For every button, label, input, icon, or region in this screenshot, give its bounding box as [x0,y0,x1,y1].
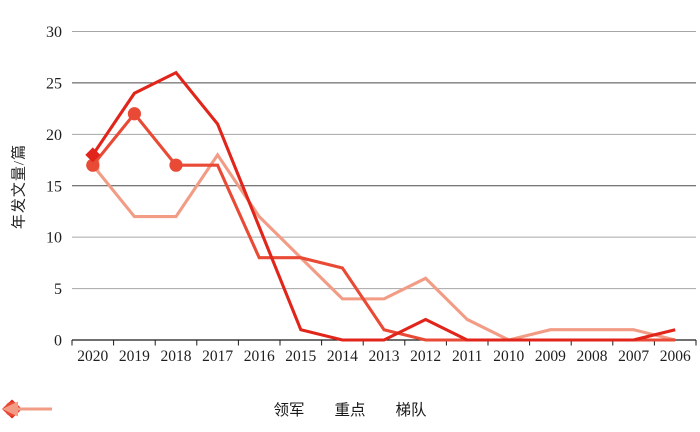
x-tick-labels: 2020 2019 2018 2017 2016 2015 2014 2013 2012 2011… [77,348,691,365]
y-tick-label-10: 10 [46,230,62,247]
legend-item-tidui: 梯队 [2,398,427,420]
x-tick-label-2019: 2019 [119,348,150,365]
x-tick-label-2018: 2018 [161,348,192,365]
y-tick-label-5: 5 [54,281,62,298]
y-tick-labels: 0 5 10 15 20 25 30 [46,24,62,350]
y-tick-label-25: 25 [46,75,62,92]
series-line-zhongdian [91,111,676,342]
series-marker-zhongdian [127,107,141,121]
gridlines [72,31,696,290]
series-marker-zhongdian [169,158,183,172]
x-tick-label-2006: 2006 [660,348,691,365]
x-tick-label-2014: 2014 [327,348,358,365]
series-line-lingjun [91,70,676,342]
series-marker-lingjun [85,147,101,163]
legend-label-zhongdian: 重点 [334,402,366,419]
x-tick-label-2008: 2008 [577,348,608,365]
x-tick-label-2017: 2017 [202,348,233,365]
x-tick-label-2009: 2009 [535,348,566,365]
series-marker-zhongdian [86,158,100,172]
chart-legend: 领军 重点 梯队 [0,398,700,420]
legend-item-lingjun: 领军 [2,398,305,420]
y-tick-label-0: 0 [54,333,62,350]
x-tick-label-2016: 2016 [244,348,275,365]
y-tick-label-15: 15 [46,178,62,195]
y-tick-label-30: 30 [46,24,62,41]
legend-item-zhongdian: 重点 [4,398,366,420]
legend-marker-triangle-left-icon [2,401,52,417]
legend-triangle-tidui [2,401,18,417]
series-line-tidui [91,152,676,342]
data-series [85,70,676,342]
x-tick-label-2015: 2015 [285,348,316,365]
x-tick-label-2010: 2010 [493,348,524,365]
x-tick-label-2011: 2011 [452,348,482,365]
x-tick-label-2007: 2007 [618,348,649,365]
x-tick-label-2020: 2020 [77,348,108,365]
legend-label-lingjun: 领军 [273,402,305,419]
y-tick-label-20: 20 [46,127,62,144]
x-tick-label-2012: 2012 [410,348,441,365]
legend-label-tidui: 梯队 [395,402,427,419]
x-tick-label-2013: 2013 [369,348,400,365]
